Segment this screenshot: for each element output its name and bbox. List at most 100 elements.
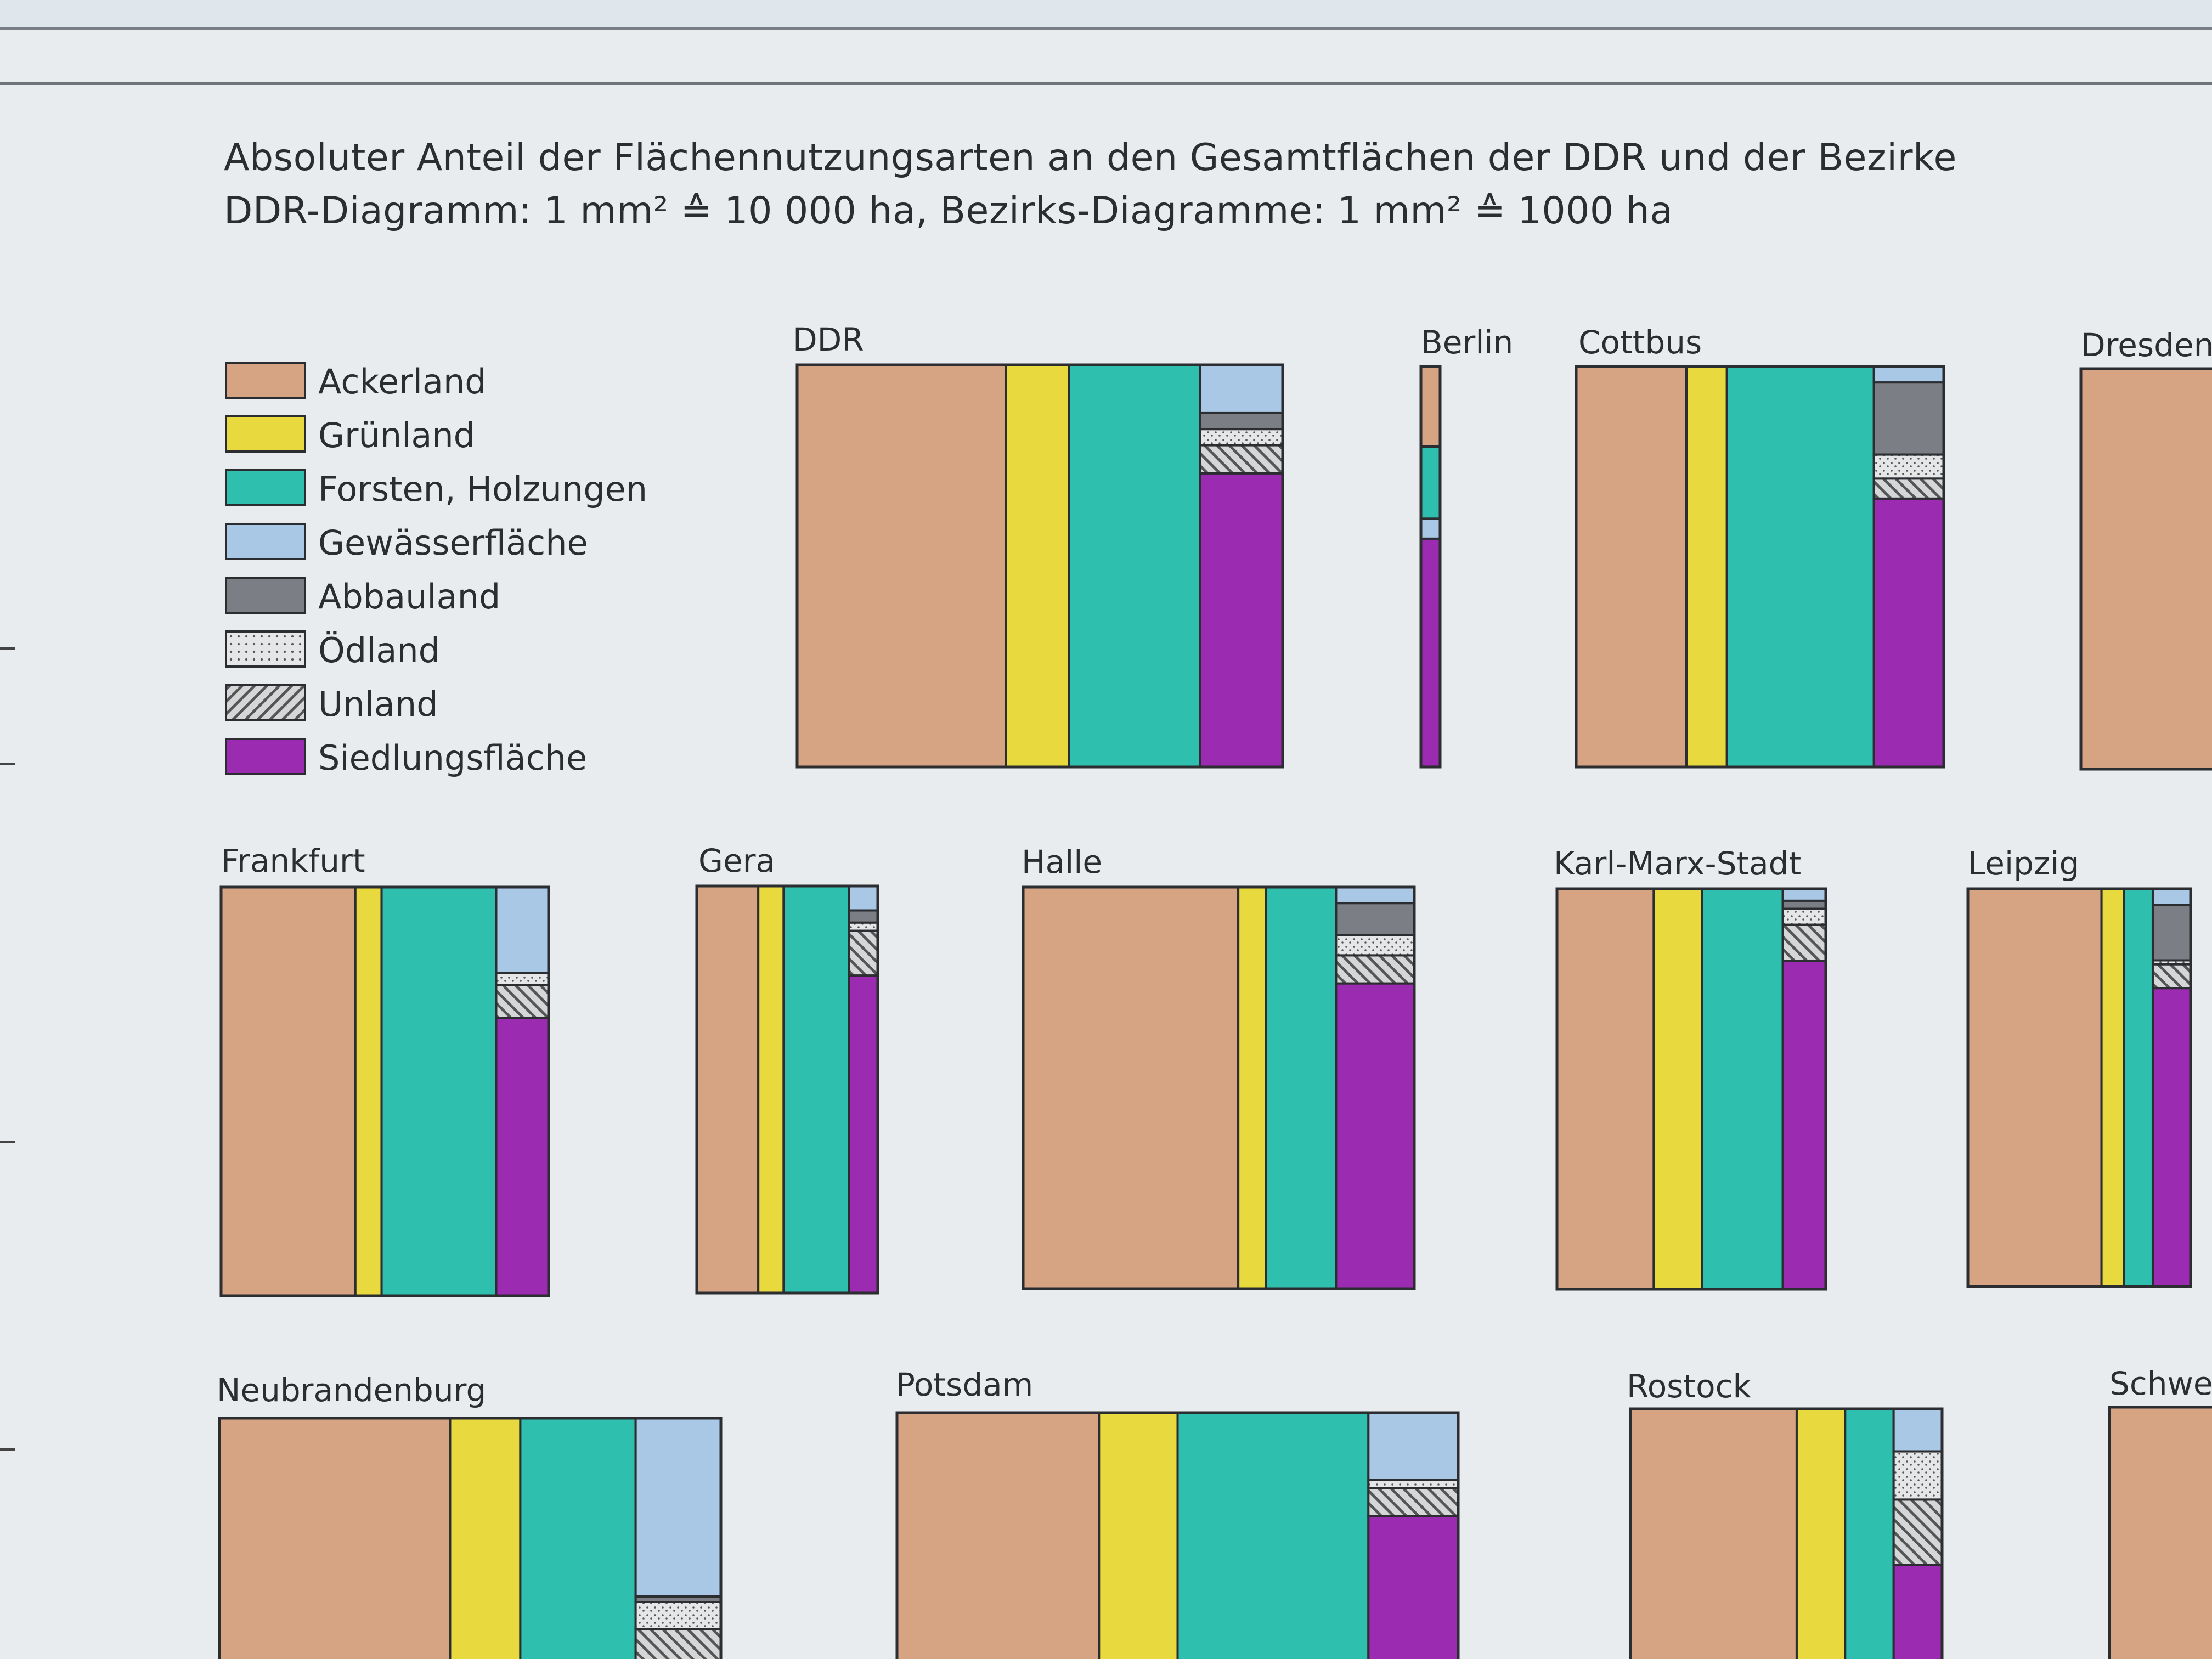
bar-ackerland bbox=[1575, 365, 1688, 768]
bar-segment-abbauland bbox=[1781, 899, 1827, 910]
bar-segment-siedlungsfl-che bbox=[1199, 472, 1284, 768]
legend-swatch bbox=[225, 684, 306, 721]
bar-forsten-holzungen bbox=[519, 1417, 637, 1659]
bar-segment-siedlungsfl-che bbox=[1335, 982, 1415, 1290]
diagram-label-ddr: DDR bbox=[793, 321, 864, 358]
bar-segment-gew-sserfl-che bbox=[848, 885, 879, 912]
diagram-label-schwe: Schwe bbox=[2109, 1365, 2212, 1402]
page-divider bbox=[0, 82, 2212, 85]
bar-forsten-holzungen bbox=[1068, 364, 1201, 768]
bar-segment-unland bbox=[634, 1628, 722, 1659]
legend-swatch bbox=[225, 362, 306, 399]
bar-ackerland bbox=[218, 1417, 452, 1659]
bar-ackerland bbox=[796, 364, 1007, 768]
legend-item: Gewässerfläche bbox=[225, 521, 719, 563]
legend-item: Unland bbox=[225, 682, 719, 724]
legend-item: Ackerland bbox=[225, 359, 719, 402]
diagram-label-rostock: Rostock bbox=[1627, 1368, 1752, 1405]
bar-forsten-holzungen bbox=[1265, 886, 1338, 1290]
bar-ackerland bbox=[1629, 1408, 1798, 1659]
bar-segment-gew-sserfl-che bbox=[495, 886, 550, 974]
bar-segment-siedlungsfl-che bbox=[495, 1017, 550, 1297]
diagram-frame bbox=[1966, 887, 2192, 1288]
legend-item: Forsten, Holzungen bbox=[225, 467, 719, 509]
legend-label: Siedlungsfläche bbox=[318, 738, 588, 778]
bar-segment-dland bbox=[1872, 453, 1945, 480]
chart-title: Absoluter Anteil der Flächennutzungsarte… bbox=[224, 136, 1957, 179]
bar-segment-ackerland bbox=[1420, 365, 1441, 448]
bar-ackerland bbox=[896, 1412, 1101, 1659]
bar-segment-dland bbox=[634, 1601, 722, 1630]
diagram-frame bbox=[1629, 1407, 1944, 1659]
legend-item: Siedlungsfläche bbox=[225, 736, 719, 778]
legend-swatch bbox=[225, 577, 306, 614]
legend-label: Unland bbox=[318, 684, 438, 724]
bar-forsten-holzungen bbox=[1701, 888, 1784, 1290]
legend-swatch bbox=[225, 523, 306, 560]
bar-gr-nland bbox=[1795, 1408, 1847, 1659]
bar-segment-unland bbox=[1781, 923, 1827, 962]
bar-ackerland bbox=[696, 885, 760, 1294]
bar-segment-gew-sserfl-che bbox=[1199, 364, 1284, 414]
diagram-frame bbox=[219, 885, 550, 1297]
diagram-label-karl-marx-stadt: Karl-Marx-Stadt bbox=[1554, 845, 1802, 882]
bar-forsten-holzungen bbox=[1176, 1412, 1370, 1659]
diagram-potsdam bbox=[895, 1411, 1460, 1659]
bar-forsten-holzungen bbox=[782, 885, 850, 1294]
bar-segment-unland bbox=[1335, 954, 1415, 985]
bar-forsten-holzungen bbox=[2123, 888, 2154, 1288]
legend-item: Ödland bbox=[225, 628, 719, 670]
margin-tick bbox=[0, 763, 15, 765]
bar-gr-nland bbox=[1098, 1412, 1179, 1659]
diagram-frame bbox=[795, 363, 1284, 769]
diagram-frankfurt bbox=[219, 885, 550, 1297]
diagram-frame bbox=[2079, 367, 2212, 771]
diagram-label-leipzig: Leipzig bbox=[1968, 845, 2080, 882]
legend-swatch bbox=[225, 738, 306, 775]
bar-segment-siedlungsfl-che bbox=[1420, 537, 1441, 769]
legend-swatch bbox=[225, 415, 306, 453]
bar-gr-nland bbox=[1652, 888, 1703, 1290]
diagram-label-gera: Gera bbox=[698, 842, 776, 879]
bar-segment-siedlungsfl-che bbox=[1892, 1564, 1944, 1659]
chart-scale-note: DDR-Diagramm: 1 mm² ≙ 10 000 ha, Bezirks… bbox=[224, 189, 1673, 233]
diagram-ddr bbox=[795, 363, 1284, 769]
bar-segment-unland bbox=[1872, 477, 1945, 500]
bar-segment-unland bbox=[2151, 963, 2192, 990]
bar-gr-nland bbox=[1237, 886, 1267, 1290]
bar-forsten-holzungen bbox=[380, 886, 498, 1297]
bar-gr-nland bbox=[1685, 365, 1728, 768]
diagram-label-frankfurt: Frankfurt bbox=[221, 842, 365, 879]
diagram-frame bbox=[1419, 365, 1442, 769]
bar-segment-gew-sserfl-che bbox=[1420, 517, 1441, 540]
legend-label: Forsten, Holzungen bbox=[318, 469, 648, 509]
bar-segment-gew-sserfl-che bbox=[1335, 886, 1415, 905]
bar-forsten-holzungen bbox=[1725, 365, 1875, 768]
diagram-frame bbox=[218, 1417, 723, 1659]
diagram-schwe bbox=[2108, 1406, 2212, 1659]
bar-segment-unland bbox=[848, 929, 879, 977]
legend-label: Gewässerfläche bbox=[318, 523, 588, 563]
bar-segment-abbauland bbox=[848, 909, 879, 924]
legend-item: Grünland bbox=[225, 413, 719, 455]
bar-segment-forsten-holzungen bbox=[1420, 445, 1441, 520]
bar-segment-unland bbox=[495, 984, 550, 1019]
diagram-neubrandenburg bbox=[218, 1417, 723, 1659]
legend-label: Ödland bbox=[318, 630, 441, 670]
diagram-label-berlin: Berlin bbox=[1421, 324, 1514, 361]
diagram-frame bbox=[1575, 365, 1945, 769]
diagram-leipzig bbox=[1966, 887, 2192, 1288]
bar-gr-nland bbox=[2100, 888, 2125, 1288]
bar-segment-dland bbox=[1335, 934, 1415, 957]
bar-segment-gew-sserfl-che bbox=[634, 1417, 722, 1598]
legend-label: Abbauland bbox=[318, 577, 501, 617]
bar-segment-gew-sserfl-che bbox=[1872, 365, 1945, 384]
bar-ackerland bbox=[2108, 1406, 2212, 1659]
bar-segment-unland bbox=[1892, 1498, 1944, 1566]
bar-segment-unland bbox=[1199, 444, 1284, 475]
diagram-frame bbox=[2108, 1406, 2212, 1659]
bar-segment-dland bbox=[1781, 907, 1827, 926]
bar-segment-dland bbox=[848, 921, 879, 932]
bar-segment-abbauland bbox=[1335, 902, 1415, 936]
